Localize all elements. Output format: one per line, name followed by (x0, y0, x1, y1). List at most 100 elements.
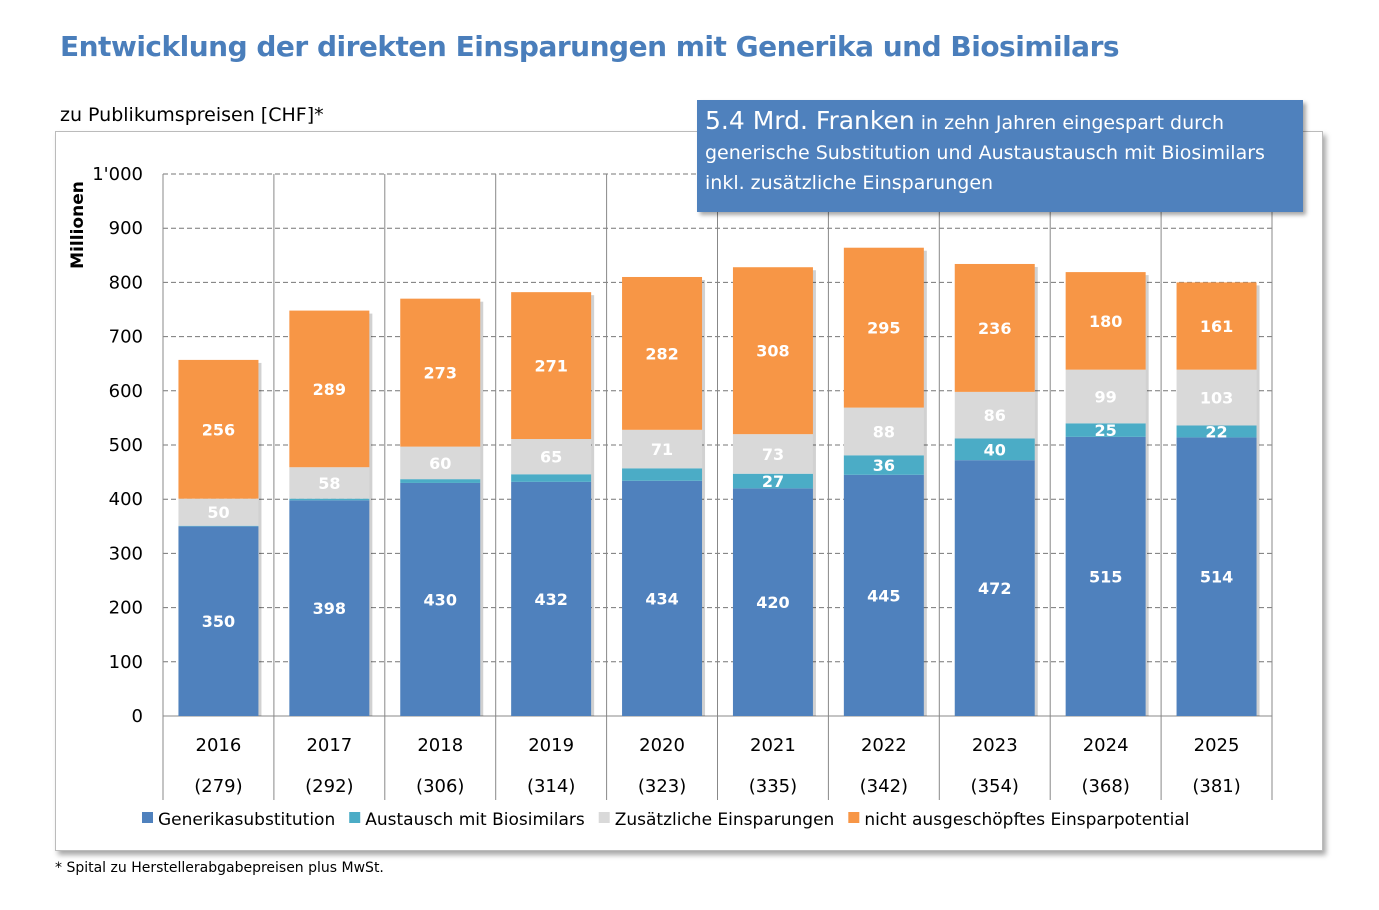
data-label: 295 (867, 319, 900, 338)
data-label: 282 (645, 344, 678, 363)
data-label: 60 (429, 454, 451, 473)
y-tick-label: 800 (109, 272, 143, 293)
bar-segment (1065, 272, 1146, 370)
bar-shadow (812, 270, 816, 716)
bar-segment (622, 480, 703, 716)
y-tick-label: 400 (109, 489, 143, 510)
y-tick-label: 700 (109, 327, 143, 348)
data-label: 445 (867, 586, 900, 605)
y-tick-label: 200 (109, 598, 143, 619)
x-tick-label: 2016 (196, 735, 242, 756)
bar-segment (1176, 282, 1257, 370)
chart-title: Entwicklung der direkten Einsparungen mi… (60, 30, 1120, 63)
bar-segment (1176, 369, 1257, 426)
data-label: 434 (645, 589, 678, 608)
data-label: 86 (984, 406, 1006, 425)
bar-segment (843, 474, 924, 716)
data-label: 289 (313, 380, 346, 399)
data-label: 271 (534, 357, 567, 376)
bar-segment (400, 298, 481, 447)
bar-segment (511, 292, 592, 440)
bar-segment (289, 310, 370, 468)
legend-entry: Zusätzliche Einsparungen (615, 810, 835, 830)
data-label: 161 (1200, 317, 1233, 336)
bar-shadow (923, 250, 927, 716)
bar-segment (178, 525, 259, 527)
bar-segment (178, 526, 259, 716)
callout-box: 5.4 Mrd. Franken in zehn Jahren eingespa… (697, 100, 1303, 212)
x-tick-label: 2021 (750, 735, 796, 756)
legend-entry: Austausch mit Biosimilars (365, 810, 585, 830)
x-tick-label: 2022 (861, 735, 907, 756)
data-label: 58 (318, 474, 340, 493)
bar-segment (622, 276, 703, 430)
data-label: 50 (207, 503, 229, 522)
footnote: * Spital zu Herstellerabgabepreisen plus… (55, 860, 384, 876)
data-label: 36 (873, 456, 895, 475)
bar-segment (178, 359, 259, 499)
data-label: 398 (313, 599, 346, 618)
bar-shadow (1034, 266, 1038, 716)
y-tick-label: 300 (109, 543, 143, 564)
x-tick-label: 2025 (1194, 735, 1240, 756)
data-label: 103 (1200, 389, 1233, 408)
data-label: 71 (651, 440, 673, 459)
bar-segment (511, 474, 592, 482)
bar-segment (1176, 437, 1257, 716)
data-label: 472 (978, 579, 1011, 598)
data-label: 40 (984, 440, 1006, 459)
legend-swatch (349, 812, 361, 823)
bar-segment (289, 467, 370, 499)
data-label: 350 (202, 612, 235, 631)
legend-swatch (142, 812, 153, 823)
bar-segment (289, 498, 370, 501)
legend-entry: Generikasubstitution (158, 810, 335, 830)
bar-segment (732, 434, 813, 474)
data-label: 27 (762, 472, 784, 491)
chart-subtitle: zu Publikumspreisen [CHF]* (60, 104, 324, 126)
bar-segment (843, 407, 924, 456)
bar-segment (289, 500, 370, 716)
y-tick-label: 0 (132, 706, 143, 727)
bar-segment (1065, 436, 1146, 716)
y-tick-label: 500 (109, 435, 143, 456)
x-tick-sublabel: (292) (305, 776, 353, 797)
data-label: 514 (1200, 568, 1233, 587)
data-label: 25 (1095, 421, 1117, 440)
x-tick-label: 2017 (306, 735, 352, 756)
data-label: 180 (1089, 312, 1122, 331)
data-label: 515 (1089, 567, 1122, 586)
bar-shadow (1256, 285, 1260, 716)
data-label: 432 (534, 590, 567, 609)
data-label: 236 (978, 319, 1011, 338)
data-label: 73 (762, 445, 784, 464)
y-axis-label: Millionen (68, 181, 88, 269)
bar-segment (400, 479, 481, 483)
legend-swatch (598, 812, 610, 823)
bar-segment (511, 439, 592, 475)
data-label: 430 (424, 590, 457, 609)
x-tick-sublabel: (306) (416, 776, 464, 797)
x-tick-label: 2018 (417, 735, 463, 756)
bar-segment (178, 498, 259, 526)
x-tick-label: 2019 (528, 735, 574, 756)
bar-segment (843, 455, 924, 475)
x-tick-sublabel: (368) (1081, 776, 1129, 797)
x-tick-sublabel: (342) (860, 776, 908, 797)
data-label: 308 (756, 342, 789, 361)
data-label: 256 (202, 420, 235, 439)
bar-segment (843, 247, 924, 408)
bar-segment (954, 438, 1035, 461)
x-tick-label: 2023 (972, 735, 1018, 756)
data-label: 99 (1095, 387, 1117, 406)
callout-highlight: 5.4 Mrd. Franken (705, 106, 915, 135)
x-tick-sublabel: (323) (638, 776, 686, 797)
y-tick-label: 900 (109, 218, 143, 239)
data-label: 88 (873, 422, 895, 441)
x-tick-sublabel: (354) (971, 776, 1019, 797)
bar-shadow (480, 301, 484, 716)
data-label: 22 (1205, 422, 1227, 441)
bar-shadow (591, 295, 595, 716)
x-tick-sublabel: (279) (194, 776, 242, 797)
